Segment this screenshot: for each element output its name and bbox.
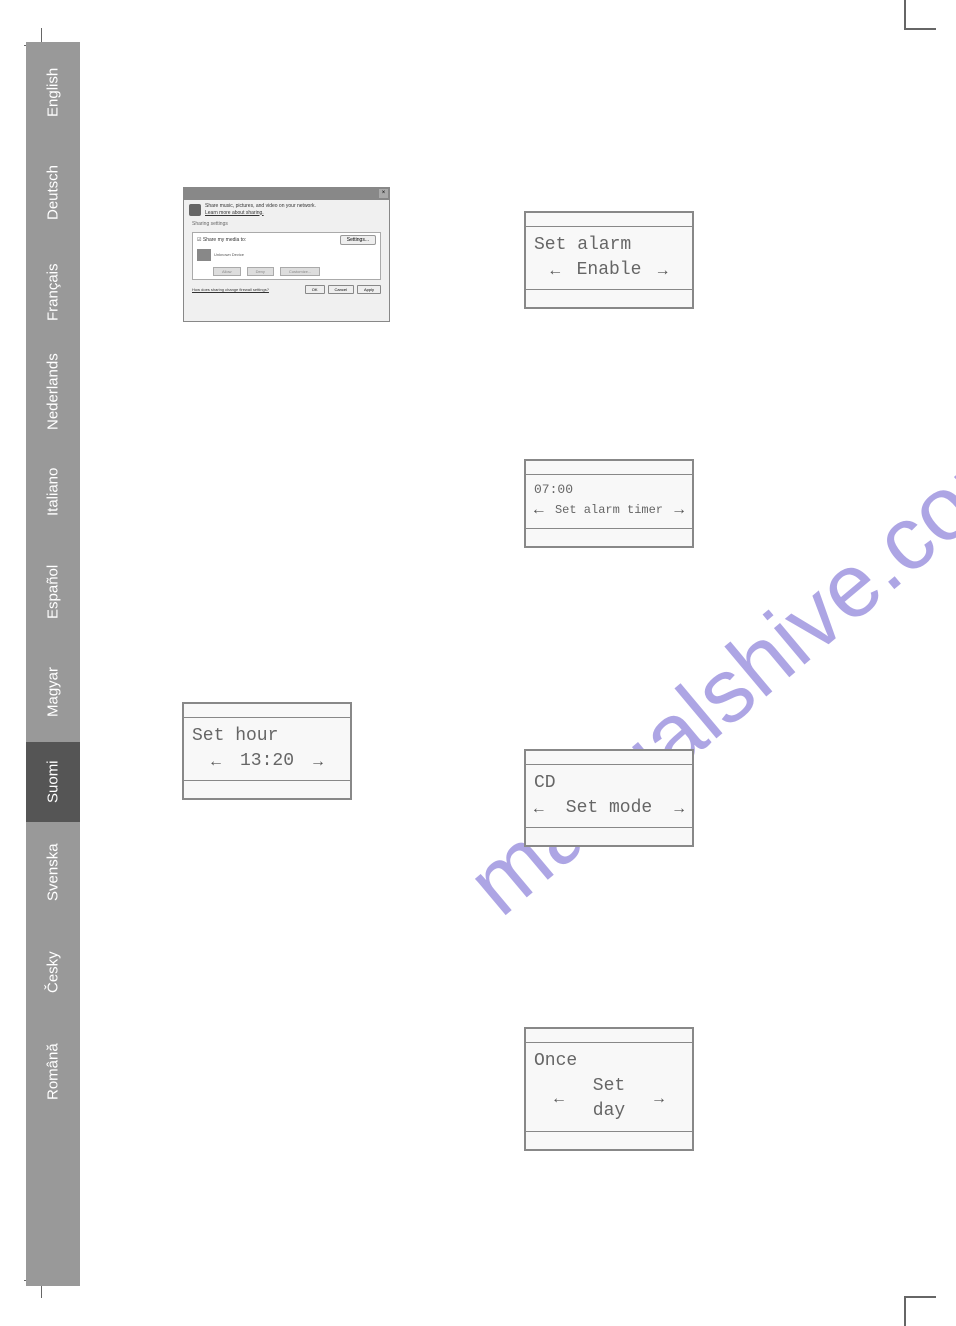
language-tab-english[interactable]: English <box>26 42 80 142</box>
dialog-footer: How does sharing change firewall setting… <box>184 283 389 296</box>
arrow-right-icon[interactable]: → <box>641 260 684 282</box>
lcd-line2: ← 13:20 → <box>192 749 342 774</box>
lcd-line1: 07:00 <box>534 481 684 499</box>
arrow-left-icon[interactable]: ← <box>534 1088 584 1110</box>
language-tab-română[interactable]: Română <box>26 1022 80 1122</box>
settings-button[interactable]: Settings... <box>340 235 376 245</box>
lcd-set-day: Once ← Set day → <box>524 1027 694 1151</box>
language-tab-français[interactable]: Français <box>26 242 80 342</box>
lcd-set-alarm: Set alarm ← Enable → <box>524 211 694 309</box>
language-tab-español[interactable]: Español <box>26 542 80 642</box>
ok-button[interactable]: OK <box>305 285 325 294</box>
media-icon <box>189 204 201 216</box>
arrow-left-icon[interactable]: ← <box>534 499 544 521</box>
cancel-button[interactable]: Cancel <box>328 285 354 294</box>
dialog-titlebar: × <box>184 188 389 200</box>
arrow-right-icon[interactable]: → <box>294 751 342 773</box>
arrow-left-icon[interactable]: ← <box>192 751 240 773</box>
lcd-strip-bottom <box>526 528 692 546</box>
close-icon[interactable]: × <box>379 189 388 198</box>
customize-button[interactable]: Customize... <box>280 267 320 276</box>
lcd-set-mode: CD ← Set mode → <box>524 749 694 847</box>
lcd-strip-top <box>526 461 692 475</box>
lcd-alarm-timer: 07:00 ← Set alarm timer → <box>524 459 694 548</box>
apply-button[interactable]: Apply <box>357 285 381 294</box>
language-tab-nederlands[interactable]: Nederlands <box>26 342 80 442</box>
language-tab-česky[interactable]: Česky <box>26 922 80 1022</box>
lcd-line1: CD <box>534 771 684 796</box>
lcd-strip-top <box>184 704 350 718</box>
lcd-line1: Set hour <box>192 724 342 749</box>
crop-mark <box>906 1296 936 1298</box>
arrow-right-icon[interactable]: → <box>674 499 684 521</box>
lcd-strip-top <box>526 751 692 765</box>
dialog-section-label: Sharing settings <box>184 219 389 229</box>
language-tab-italiano[interactable]: Italiano <box>26 442 80 542</box>
arrow-right-icon[interactable]: → <box>674 798 684 820</box>
language-sidebar: EnglishDeutschFrançaisNederlandsItaliano… <box>26 42 80 1286</box>
lcd-strip-bottom <box>526 289 692 307</box>
dialog-header-text: Share music, pictures, and video on your… <box>205 203 316 216</box>
deny-button[interactable]: Deny <box>247 267 274 276</box>
lcd-strip-top <box>526 213 692 227</box>
arrow-left-icon[interactable]: ← <box>534 260 577 282</box>
crop-mark <box>904 1296 906 1326</box>
dialog-header: Share music, pictures, and video on your… <box>184 200 389 219</box>
lcd-strip-top <box>526 1029 692 1043</box>
lcd-line2: ← Enable → <box>534 258 684 283</box>
arrow-left-icon[interactable]: ← <box>534 798 544 820</box>
crop-mark <box>904 0 906 30</box>
language-tab-magyar[interactable]: Magyar <box>26 642 80 742</box>
device-item[interactable]: Unknown Device <box>197 249 376 261</box>
crop-mark <box>906 28 936 30</box>
device-label: Unknown Device <box>214 253 244 258</box>
allow-button[interactable]: Allow <box>213 267 241 276</box>
lcd-line2: ← Set alarm timer → <box>534 499 684 521</box>
learn-more-link[interactable]: Learn more about sharing. <box>205 210 264 216</box>
language-tab-deutsch[interactable]: Deutsch <box>26 142 80 242</box>
lcd-set-hour: Set hour ← 13:20 → <box>182 702 352 800</box>
lcd-line2: ← Set day → <box>534 1074 684 1124</box>
arrow-right-icon[interactable]: → <box>634 1088 684 1110</box>
firewall-link[interactable]: How does sharing change firewall setting… <box>192 287 269 292</box>
dialog-inner-panel: ☑ Share my media to: Settings... Unknown… <box>192 232 381 280</box>
language-tab-svenska[interactable]: Svenska <box>26 822 80 922</box>
media-sharing-dialog: × Share music, pictures, and video on yo… <box>183 187 390 322</box>
language-tab-suomi[interactable]: Suomi <box>26 742 80 822</box>
lcd-line2: ← Set mode → <box>534 796 684 821</box>
lcd-strip-bottom <box>526 1131 692 1149</box>
lcd-strip-bottom <box>526 827 692 845</box>
device-icon <box>197 249 211 261</box>
lcd-line1: Set alarm <box>534 233 684 258</box>
lcd-strip-bottom <box>184 780 350 798</box>
lcd-line1: Once <box>534 1049 684 1074</box>
device-action-buttons: Allow Deny Customize... <box>213 267 320 276</box>
